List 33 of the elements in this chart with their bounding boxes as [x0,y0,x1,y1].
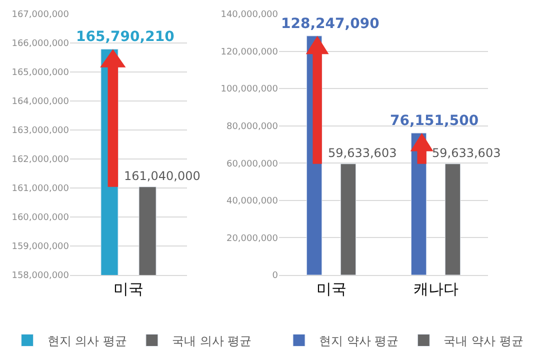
data-label: 59,633,603 [328,146,397,160]
data-label: 161,040,000 [124,169,200,183]
y-tick-label: 162,000,000 [12,155,70,166]
y-tick-label: 20,000,000 [226,234,278,244]
legend-label: 현지 의사 평균 [47,334,127,348]
y-tick-label: 164,000,000 [12,97,70,108]
x-tick-label: 미국 [114,280,144,298]
y-tick-label: 120,000,000 [220,47,278,58]
y-tick-label: 163,000,000 [12,126,70,136]
y-tick-label: 140,000,000 [220,10,278,20]
data-label: 128,247,090 [281,16,380,32]
y-tick-label: 158,000,000 [12,271,70,282]
legend-label: 국내 약사 평균 [444,334,524,348]
x-tick-label: 캐나다 [413,280,458,298]
data-label: 59,633,603 [432,146,501,160]
y-tick-label: 40,000,000 [226,196,278,207]
x-tick-label: 미국 [316,280,346,298]
data-label: 76,151,500 [390,113,479,129]
y-tick-label: 166,000,000 [12,39,70,50]
y-tick-label: 160,000,000 [12,213,70,224]
legend-label: 현지 약사 평균 [319,334,399,348]
bar [444,164,461,275]
y-tick-label: 159,000,000 [12,242,70,252]
y-tick-label: 0 [272,271,278,282]
legend-label: 국내 의사 평균 [172,334,252,348]
y-tick-label: 100,000,000 [220,84,278,95]
bar [340,164,356,275]
y-tick-label: 167,000,000 [12,10,70,20]
data-label: 165,790,210 [76,29,175,45]
y-tick-label: 60,000,000 [226,159,278,170]
y-tick-label: 161,000,000 [12,184,70,194]
y-tick-label: 80,000,000 [226,122,278,132]
y-tick-label: 165,000,000 [12,68,70,78]
